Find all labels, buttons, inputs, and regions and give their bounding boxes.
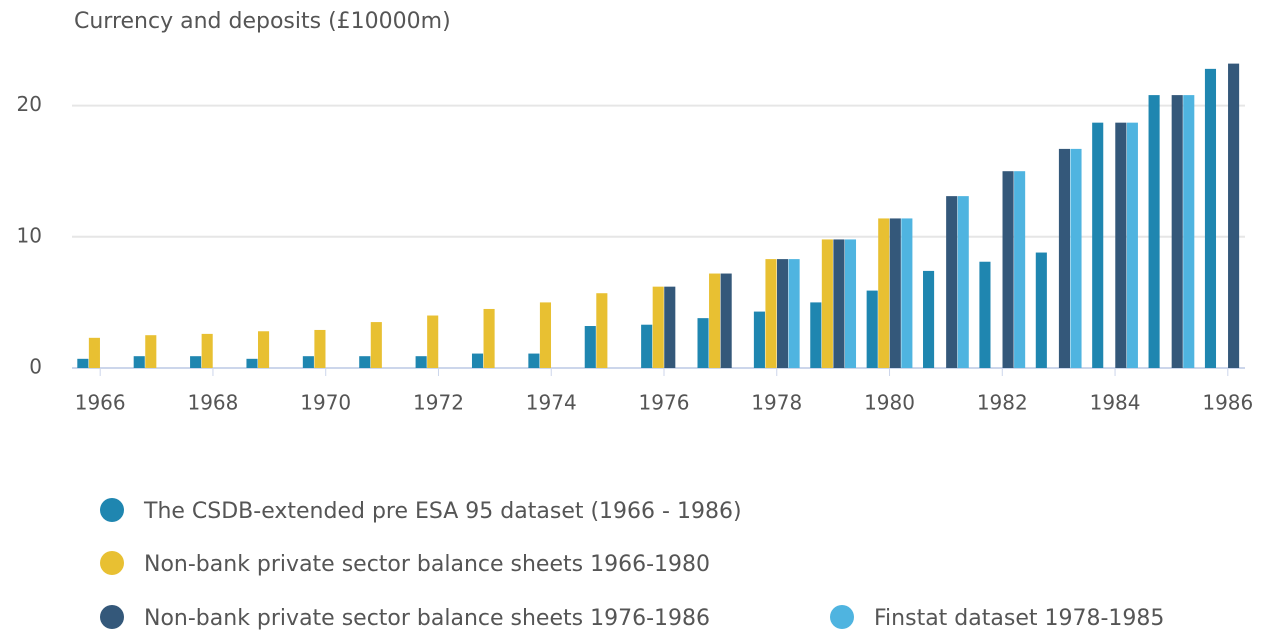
bar [833, 239, 845, 368]
bar [1092, 122, 1104, 368]
x-tick-label: 1966 [75, 391, 126, 415]
bar [1115, 122, 1127, 368]
x-tick-label: 1968 [187, 391, 238, 415]
bar [652, 286, 664, 368]
bar [133, 356, 145, 368]
bar [776, 259, 789, 368]
bar [821, 239, 833, 368]
bar [957, 196, 969, 368]
bar [359, 356, 371, 368]
legend-marker [100, 551, 124, 575]
bar [720, 273, 732, 368]
bar [1070, 148, 1082, 368]
bar [946, 196, 958, 368]
chart-title: Currency and deposits (£10000m) [74, 9, 451, 34]
bar [145, 335, 157, 368]
bar [314, 329, 326, 368]
bar [1148, 95, 1160, 368]
bar [641, 324, 653, 368]
bar [1228, 63, 1240, 369]
bar [866, 290, 878, 368]
y-tick-label: 0 [29, 355, 42, 379]
bar [246, 358, 258, 368]
bar [1058, 148, 1070, 368]
bar [1014, 171, 1026, 368]
x-tick-label: 1980 [864, 391, 915, 415]
bar [923, 270, 935, 368]
legend-label: The CSDB-extended pre ESA 95 dataset (19… [143, 499, 742, 524]
bar [788, 259, 800, 368]
bar [1035, 252, 1047, 368]
x-tick-label: 1976 [639, 391, 690, 415]
x-tick-label: 1982 [977, 391, 1028, 415]
bar [878, 218, 890, 368]
bar [1204, 68, 1217, 368]
legend-marker [100, 498, 124, 522]
x-tick-label: 1972 [413, 391, 464, 415]
bar [258, 331, 270, 368]
bar [810, 302, 822, 368]
bar [709, 273, 721, 368]
legend-label: Finstat dataset 1978-1985 [874, 606, 1164, 631]
x-tick-label: 1978 [751, 391, 802, 415]
x-tick-label: 1986 [1202, 391, 1253, 415]
bar [370, 322, 382, 368]
legend-label: Non-bank private sector balance sheets 1… [144, 552, 710, 577]
bar [889, 218, 901, 368]
bar [664, 286, 676, 368]
bar [427, 315, 439, 368]
bar [844, 239, 857, 368]
y-tick-label: 20 [17, 92, 42, 116]
bar [471, 353, 484, 368]
bar [539, 302, 552, 368]
bar [483, 308, 495, 368]
bar [415, 356, 427, 368]
bar [697, 318, 709, 368]
x-tick-label: 1970 [300, 391, 351, 415]
bar [596, 293, 608, 368]
bar [584, 326, 596, 368]
y-tick-label: 10 [17, 223, 42, 247]
bar [302, 356, 314, 368]
bar [765, 259, 777, 368]
x-tick-label: 1974 [526, 391, 577, 415]
bar [1002, 171, 1014, 368]
legend-marker [100, 605, 124, 629]
bar [88, 337, 100, 368]
x-tick-label: 1984 [1090, 391, 1141, 415]
bar [753, 311, 765, 368]
bar [528, 353, 540, 368]
legend-label: Non-bank private sector balance sheets 1… [144, 606, 710, 631]
legend-marker [830, 605, 854, 629]
bar [901, 218, 913, 368]
bar [1183, 95, 1195, 368]
bar [77, 358, 89, 368]
bar [1126, 122, 1138, 368]
bar [979, 261, 991, 368]
bar [190, 356, 202, 368]
bar [1171, 95, 1183, 368]
bar [201, 333, 213, 368]
